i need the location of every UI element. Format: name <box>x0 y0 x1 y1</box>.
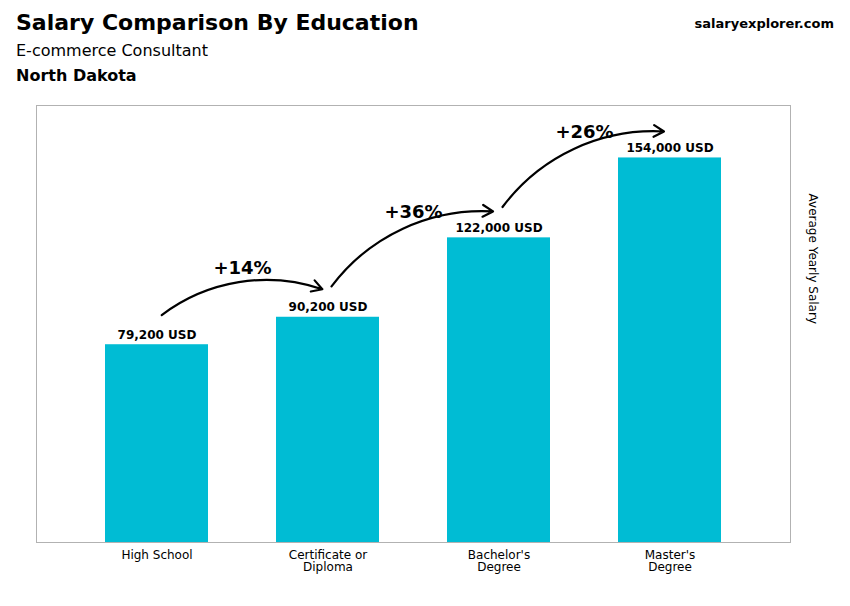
html-text:salaryexplorer.com: salaryexplorer.com <box>694 16 834 31</box>
svg-text:+36%: +36% <box>384 201 442 222</box>
svg-text:Master'sDegree: Master'sDegree <box>645 548 696 574</box>
svg-text:+14%: +14% <box>213 257 271 278</box>
svg-text:Average Yearly Salary: Average Yearly Salary <box>806 194 820 324</box>
svg-text:90,200 USD: 90,200 USD <box>289 300 368 314</box>
svg-text:Certificate orDiploma: Certificate orDiploma <box>289 548 367 574</box>
html-text:North Dakota: North Dakota <box>16 66 137 85</box>
html-text:Salary Comparison By Education: Salary Comparison By Education <box>16 10 419 35</box>
svg-text:122,000 USD: 122,000 USD <box>455 221 542 235</box>
svg-text:High School: High School <box>121 548 192 562</box>
svg-text:154,000 USD: 154,000 USD <box>626 141 713 155</box>
svg-text:Bachelor'sDegree: Bachelor'sDegree <box>468 548 530 574</box>
svg-text:+26%: +26% <box>555 121 613 142</box>
svg-text:79,200 USD: 79,200 USD <box>118 328 197 342</box>
html-text:E-commerce Consultant: E-commerce Consultant <box>16 41 208 60</box>
